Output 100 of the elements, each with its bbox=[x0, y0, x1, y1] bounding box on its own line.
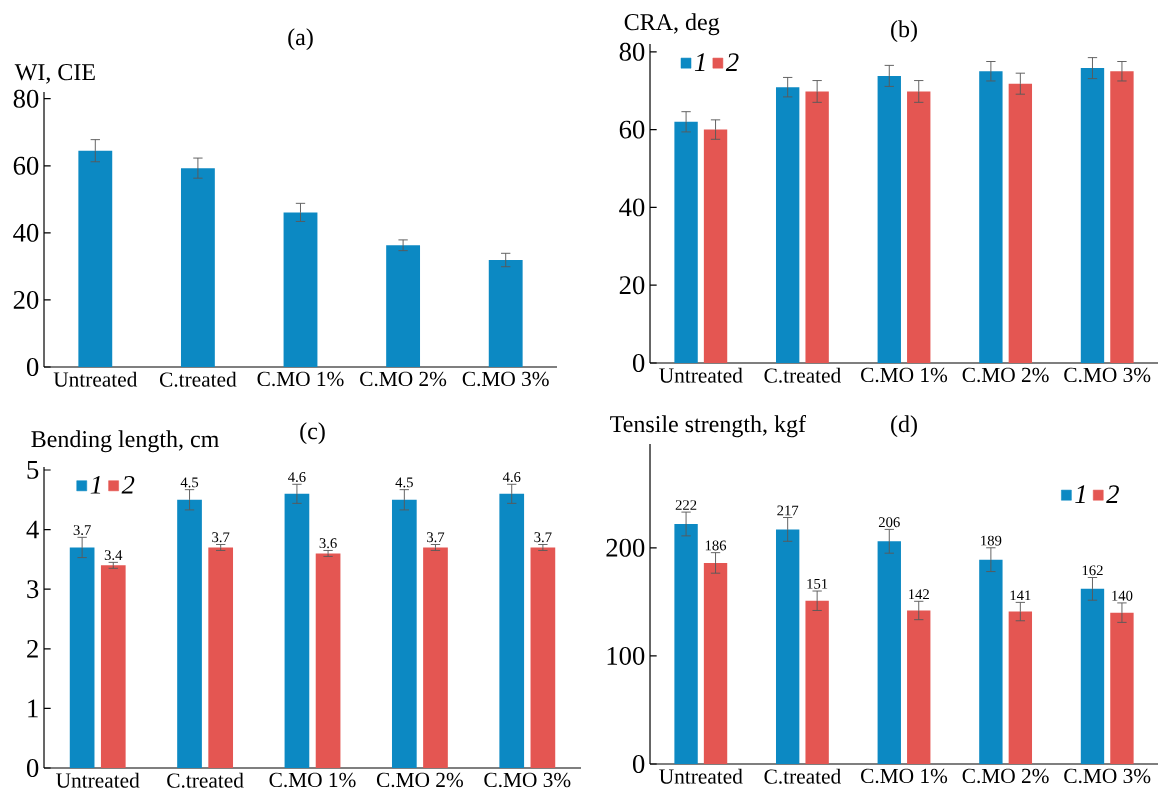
x-tick-label: Untreated bbox=[53, 371, 138, 387]
bar bbox=[391, 499, 417, 768]
data-label: 141 bbox=[1010, 590, 1031, 601]
data-label: 3.7 bbox=[534, 532, 552, 543]
y-axis-title: CRA, deg bbox=[624, 13, 720, 36]
bar bbox=[805, 91, 829, 363]
bar bbox=[423, 547, 448, 768]
data-label: 162 bbox=[1082, 565, 1103, 576]
bar bbox=[315, 553, 341, 768]
bar bbox=[907, 91, 931, 363]
data-label: 142 bbox=[909, 589, 929, 600]
x-tick-label: C.MO 2% bbox=[360, 371, 447, 387]
y-tick-label: 40 bbox=[13, 223, 39, 242]
y-tick-label: 1 bbox=[28, 699, 38, 718]
y-axis-title: WI, CIE bbox=[14, 64, 95, 84]
bar bbox=[775, 529, 800, 764]
x-tick-label: C.MO 3% bbox=[1064, 367, 1151, 383]
bar bbox=[530, 547, 556, 768]
bar bbox=[674, 524, 698, 764]
x-tick-label: C.MO 2% bbox=[376, 772, 463, 788]
bar bbox=[877, 541, 901, 764]
bar bbox=[877, 75, 901, 363]
bar bbox=[1080, 588, 1105, 764]
bar bbox=[100, 565, 126, 768]
bar bbox=[78, 150, 113, 367]
y-tick-label: 80 bbox=[13, 89, 39, 108]
legend-label: 1 bbox=[90, 475, 101, 494]
x-tick-label: C.MO 3% bbox=[462, 371, 549, 387]
x-tick-label: C.MO 2% bbox=[962, 367, 1049, 383]
bar bbox=[703, 129, 728, 363]
x-tick-label: C.MO 2% bbox=[962, 768, 1049, 784]
bar bbox=[284, 493, 310, 768]
y-tick-label: 2 bbox=[27, 639, 38, 658]
legend-label: 1 bbox=[694, 53, 705, 71]
y-tick-label: 60 bbox=[619, 120, 645, 139]
bar bbox=[1110, 71, 1134, 363]
bar bbox=[703, 562, 728, 764]
y-tick-label: 0 bbox=[632, 755, 645, 773]
legend-label: 1 bbox=[1075, 485, 1085, 503]
y-tick-label: 0 bbox=[26, 358, 39, 376]
x-tick-label: C.MO 3% bbox=[484, 772, 571, 788]
bar bbox=[805, 600, 829, 764]
legend-label: 2 bbox=[725, 53, 739, 71]
x-tick-label: C.treated bbox=[764, 367, 841, 383]
x-tick-label: C.treated bbox=[159, 371, 237, 387]
bar bbox=[1080, 68, 1105, 363]
bar bbox=[1110, 612, 1134, 764]
bar bbox=[674, 121, 698, 363]
data-label: 4.6 bbox=[502, 472, 521, 483]
data-label: 3.7 bbox=[212, 532, 230, 543]
x-tick-label: Untreated bbox=[56, 772, 140, 788]
y-tick-label: 40 bbox=[619, 198, 645, 217]
x-tick-label: Untreated bbox=[659, 768, 743, 784]
bar bbox=[499, 493, 525, 768]
y-axis-title: Bending length, cm bbox=[31, 430, 219, 453]
data-label: 222 bbox=[675, 500, 697, 510]
bar bbox=[283, 212, 318, 367]
y-tick-label: 5 bbox=[27, 461, 39, 479]
data-label: 3.7 bbox=[427, 532, 445, 543]
x-tick-label: C.MO 1% bbox=[861, 768, 948, 784]
x-tick-label: C.treated bbox=[764, 768, 841, 784]
chart-title: (a) bbox=[288, 28, 313, 51]
data-label: 3.7 bbox=[73, 525, 91, 536]
data-label: 189 bbox=[981, 535, 1002, 546]
bar bbox=[180, 168, 215, 367]
bar bbox=[979, 71, 1003, 363]
data-label: 151 bbox=[807, 578, 828, 589]
y-tick-label: 4 bbox=[26, 520, 39, 539]
x-tick-label: C.MO 1% bbox=[257, 371, 344, 387]
y-axis-title: Tensile strength, kgf bbox=[610, 415, 807, 438]
y-tick-label: 3 bbox=[27, 580, 39, 599]
x-tick-label: C.MO 1% bbox=[269, 772, 356, 788]
bar bbox=[979, 559, 1003, 764]
x-tick-label: Untreated bbox=[659, 367, 743, 383]
legend-label: 2 bbox=[1106, 485, 1119, 503]
chart-title: (d) bbox=[891, 415, 917, 438]
data-label: 3.6 bbox=[319, 538, 337, 549]
data-label: 140 bbox=[1112, 590, 1133, 601]
bar bbox=[177, 499, 202, 768]
data-label: 4.5 bbox=[180, 477, 199, 488]
bar bbox=[907, 610, 931, 764]
y-tick-label: 60 bbox=[13, 156, 39, 175]
y-tick-label: 0 bbox=[632, 354, 645, 372]
bar bbox=[1008, 611, 1033, 764]
x-tick-label: C.MO 3% bbox=[1064, 768, 1151, 784]
data-label: 4.5 bbox=[395, 477, 413, 488]
x-tick-label: C.treated bbox=[167, 772, 244, 788]
y-tick-label: 20 bbox=[619, 276, 645, 295]
data-label: 3.4 bbox=[104, 550, 123, 561]
bar bbox=[208, 547, 234, 768]
chart-title: (b) bbox=[891, 20, 917, 43]
data-label: 4.6 bbox=[288, 472, 306, 483]
y-tick-label: 200 bbox=[606, 538, 645, 557]
y-tick-label: 0 bbox=[26, 759, 39, 777]
chart-title: (c) bbox=[300, 422, 325, 445]
bar bbox=[1008, 83, 1033, 363]
bar bbox=[775, 87, 800, 363]
y-tick-label: 100 bbox=[607, 646, 645, 665]
y-tick-label: 20 bbox=[13, 290, 39, 309]
legend-label: 2 bbox=[121, 475, 135, 494]
